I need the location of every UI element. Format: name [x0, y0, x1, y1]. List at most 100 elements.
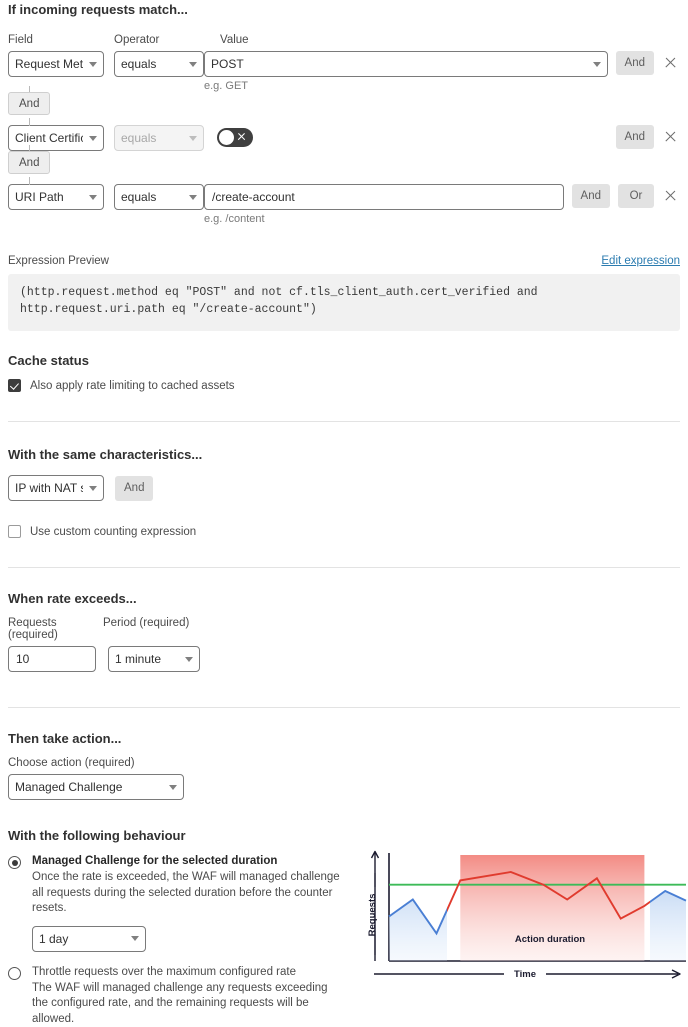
behaviour-option-managed-challenge[interactable]: Managed Challenge for the selected durat…	[8, 855, 360, 952]
chart-y-axis-label: Requests	[367, 894, 378, 937]
field-select-1[interactable]: Request Meth...	[8, 51, 104, 77]
chart-action-duration-label: Action duration	[515, 934, 585, 945]
and-connector-1: And	[8, 86, 680, 126]
chevron-down-icon	[189, 194, 197, 200]
expression-preview-label: Expression Preview	[8, 255, 109, 267]
remove-condition-icon-3[interactable]	[662, 184, 680, 208]
add-and-condition-button-3[interactable]: And	[571, 184, 610, 208]
characteristics-title: With the same characteristics...	[8, 447, 203, 463]
chevron-down-icon	[89, 194, 97, 200]
rule-rows: Request Meth... equals POST And	[8, 51, 680, 225]
match-section-title: If incoming requests match...	[8, 2, 188, 17]
field-select-2-value: Client Certific...	[15, 131, 83, 145]
operator-select-1-value: equals	[121, 57, 157, 71]
rule-row: URI Path equals /create-account And Or e…	[8, 184, 680, 225]
cache-status-title: Cache status	[8, 353, 89, 369]
field-select-3[interactable]: URI Path	[8, 184, 104, 210]
edit-expression-link[interactable]: Edit expression	[601, 255, 680, 267]
close-icon	[237, 132, 246, 141]
requests-label: Requests (required)	[8, 617, 58, 642]
expression-preview-text: (http.request.method eq "POST" and not c…	[8, 274, 680, 332]
period-label: Period (required)	[103, 617, 190, 630]
chevron-down-icon	[185, 656, 193, 662]
behaviour-option-throttle[interactable]: Throttle requests over the maximum confi…	[8, 966, 360, 1027]
cached-assets-checkbox[interactable]	[8, 379, 21, 393]
duration-select[interactable]: 1 day	[32, 925, 146, 952]
custom-counting-checkbox[interactable]	[8, 525, 21, 539]
value-cell-3: /create-account And Or e.g. /content	[204, 184, 680, 225]
field-select-3-value: URI Path	[15, 190, 64, 204]
chart-x-axis-label: Time	[514, 969, 536, 980]
choose-action-label: Choose action (required)	[8, 757, 135, 770]
radio-managed-challenge[interactable]	[8, 856, 21, 870]
operator-select-3[interactable]: equals	[114, 184, 204, 210]
rate-limit-illustration-chart: Requests	[364, 843, 688, 1027]
duration-select-value: 1 day	[39, 931, 69, 946]
value-select-1[interactable]: POST	[204, 51, 608, 77]
custom-counting-label: Use custom counting expression	[30, 525, 197, 538]
value-cell-1: POST And e.g. GET	[204, 51, 680, 92]
action-section: Then take action... Choose action (requi…	[8, 731, 680, 801]
chevron-down-icon	[169, 784, 177, 790]
column-headers: Field Operator Value	[8, 34, 680, 46]
chevron-down-icon	[131, 936, 139, 942]
connector-line-bottom	[29, 118, 30, 126]
behaviour-section: With the following behaviour Managed Cha…	[8, 828, 687, 1027]
value-select-1-value: POST	[211, 57, 244, 71]
cached-assets-label: Also apply rate limiting to cached asset…	[30, 379, 235, 392]
action-duration-region	[460, 855, 645, 962]
characteristic-select[interactable]: IP with NAT s...	[8, 475, 104, 502]
and-chip-2[interactable]: And	[8, 151, 51, 174]
add-and-condition-button-2[interactable]: And	[615, 125, 654, 149]
behaviour-option-1-desc: Once the rate is exceeded, the WAF will …	[32, 871, 340, 915]
and-connector-2: And	[8, 145, 680, 185]
chevron-down-icon	[189, 61, 197, 67]
cert-verified-toggle[interactable]	[217, 128, 253, 147]
behaviour-option-1-title: Managed Challenge for the selected durat…	[32, 855, 278, 868]
value-hint-3: e.g. /content	[204, 213, 265, 225]
remove-condition-icon-1[interactable]	[662, 51, 680, 75]
chart-svg: Requests	[367, 851, 687, 980]
connector-line-bottom	[29, 177, 30, 185]
requests-input[interactable]: 10	[8, 646, 96, 673]
chevron-down-icon	[592, 61, 601, 67]
action-select[interactable]: Managed Challenge	[8, 774, 184, 801]
rule-row: Client Certific... equals And	[8, 125, 680, 151]
and-chip-1[interactable]: And	[8, 92, 51, 115]
add-and-condition-button-1[interactable]: And	[615, 51, 654, 75]
add-or-condition-button-3[interactable]: Or	[618, 184, 654, 208]
operator-select-1[interactable]: equals	[114, 51, 204, 77]
period-select-value: 1 minute	[115, 652, 162, 667]
divider	[8, 707, 680, 709]
divider	[8, 567, 680, 569]
value-input-3[interactable]: /create-account	[204, 184, 564, 210]
operator-select-3-value: equals	[121, 190, 157, 204]
remove-condition-icon-2[interactable]	[662, 125, 680, 149]
column-header-operator: Operator	[114, 34, 160, 46]
operator-select-2-value: equals	[121, 131, 157, 145]
column-header-field: Field	[8, 34, 33, 46]
cache-status-section: Cache status Also apply rate limiting to…	[8, 353, 680, 393]
chevron-down-icon	[189, 135, 197, 141]
operator-select-2: equals	[114, 125, 204, 151]
characteristic-select-value: IP with NAT s...	[15, 481, 83, 496]
behaviour-option-2-desc: The WAF will managed challenge any reque…	[32, 981, 328, 1025]
action-title: Then take action...	[8, 731, 122, 747]
connector-line-top	[29, 145, 30, 153]
rule-row: Request Meth... equals POST And	[8, 51, 680, 92]
rate-title: When rate exceeds...	[8, 591, 137, 607]
divider	[8, 421, 680, 423]
add-characteristic-and-button[interactable]: And	[115, 475, 154, 501]
chevron-down-icon	[89, 61, 97, 67]
period-select[interactable]: 1 minute	[108, 646, 200, 673]
field-select-1-value: Request Meth...	[15, 57, 83, 71]
match-section: If incoming requests match... Field Oper…	[8, 0, 680, 225]
characteristics-section: With the same characteristics... IP with…	[8, 447, 680, 539]
behaviour-option-2-title: Throttle requests over the maximum confi…	[32, 965, 296, 978]
column-header-value: Value	[220, 34, 249, 46]
chevron-down-icon	[89, 485, 97, 491]
field-select-2[interactable]: Client Certific...	[8, 125, 104, 151]
radio-throttle[interactable]	[8, 966, 21, 980]
expression-preview-section: Expression Preview Edit expression (http…	[8, 255, 680, 332]
